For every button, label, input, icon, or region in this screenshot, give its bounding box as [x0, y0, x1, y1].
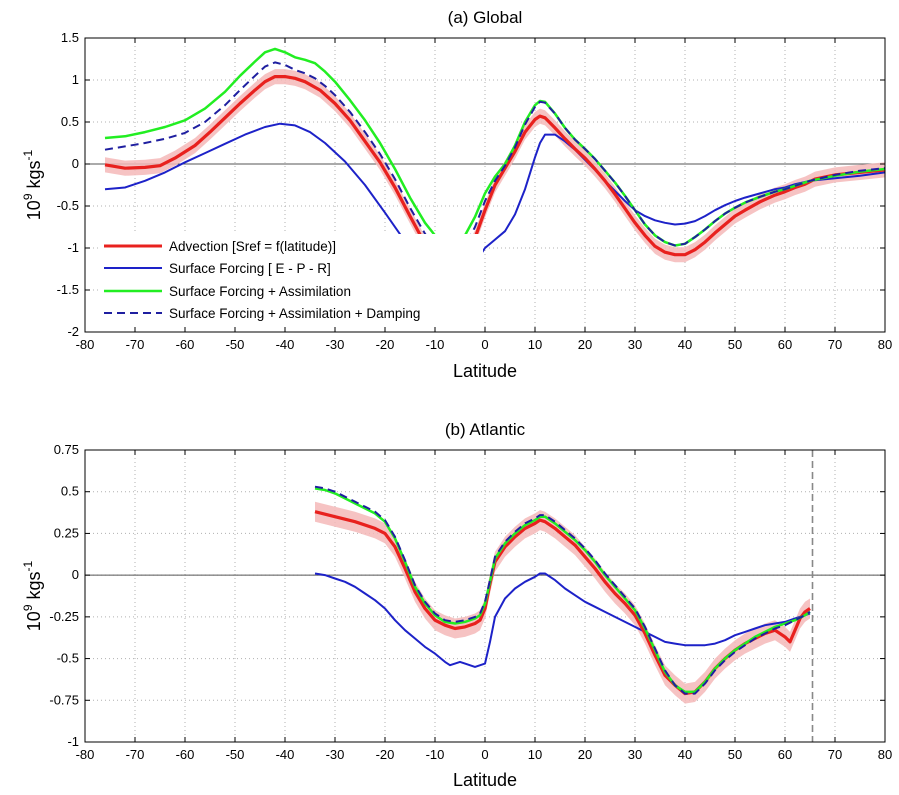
x-tick-label: -60 [176, 337, 195, 352]
x-tick-label: -10 [426, 747, 445, 762]
x-tick-label: 40 [678, 337, 692, 352]
series-advection-band [315, 501, 810, 704]
y-label-base: 10 [24, 200, 44, 220]
y-tick-label: 0.5 [61, 484, 79, 499]
y-tick-label: -0.75 [49, 692, 79, 707]
x-tick-label: 20 [578, 747, 592, 762]
y-label-exp: 9 [21, 193, 35, 200]
x-tick-label: 40 [678, 747, 692, 762]
x-tick-label: -10 [426, 337, 445, 352]
x-tick-label: -50 [226, 337, 245, 352]
x-tick-label: -40 [276, 337, 295, 352]
x-tick-label: 50 [728, 747, 742, 762]
x-tick-label: 10 [528, 337, 542, 352]
tick-labels: -80 -70 -60 -50 -40 -30 -20 -10 0 10 20 30 40 50 60 70 8… [49, 442, 892, 762]
y-label-unit: kgs [24, 160, 44, 193]
y-tick-label: -1 [67, 240, 79, 255]
y-tick-label: 0.75 [54, 442, 79, 457]
series-line-surface [104, 122, 886, 286]
y-label-unit-exp: -1 [21, 149, 35, 160]
y-label-exp: 9 [21, 604, 35, 611]
x-tick-label: -20 [376, 337, 395, 352]
x-tick-label: -40 [276, 747, 295, 762]
series-layer [104, 47, 886, 286]
tick-labels: -80 -70 -60 -50 -40 -30 -20 -10 0 10 20 30 40 50 60 70 8… [57, 30, 893, 352]
x-tick-label: 20 [578, 337, 592, 352]
y-tick-label: -0.5 [57, 651, 79, 666]
series-layer [314, 485, 811, 704]
x-tick-label: -20 [376, 747, 395, 762]
series-line-advection [104, 75, 886, 271]
x-tick-label: 50 [728, 337, 742, 352]
x-tick-label: 80 [878, 747, 892, 762]
x-tick-label: 10 [528, 747, 542, 762]
x-tick-label: -70 [126, 337, 145, 352]
x-tick-label: -70 [126, 747, 145, 762]
panel-title: (a) Global [448, 8, 523, 27]
y-tick-label: 1 [72, 72, 79, 87]
y-tick-label: -2 [67, 324, 79, 339]
y-tick-label: -0.25 [49, 609, 79, 624]
series-line-damping [104, 61, 886, 260]
y-tick-label: -0.5 [57, 198, 79, 213]
y-label-unit-exp: -1 [21, 560, 35, 571]
series-line-surface [314, 572, 811, 668]
x-axis-label: Latitude [453, 361, 517, 381]
zero-line-layer [85, 450, 885, 742]
y-tick-label: -1 [67, 734, 79, 749]
x-tick-label: 60 [778, 747, 792, 762]
legend-label-advection: Advection [Sref = f(latitude)] [169, 239, 336, 254]
legend-label-surface: Surface Forcing [ E - P - R] [169, 261, 331, 276]
series-line-damping [314, 485, 811, 695]
legend-label-damping: Surface Forcing + Assimilation + Damping [169, 306, 420, 321]
legend-box [98, 234, 483, 327]
x-tick-label: 30 [628, 337, 642, 352]
y-tick-label: 0.5 [61, 114, 79, 129]
x-tick-label: -80 [76, 747, 95, 762]
x-tick-label: 0 [481, 337, 488, 352]
y-tick-label: 0 [72, 156, 79, 171]
y-tick-label: 0.25 [54, 525, 79, 540]
y-tick-label: 1.5 [61, 30, 79, 45]
panel-title: (b) Atlantic [445, 420, 526, 439]
x-tick-label: -30 [326, 747, 345, 762]
panel-atlantic: (b) Atlantic -80 -70 -60 -50 -40 -30 -20 -10 0 10… [21, 420, 892, 790]
x-tick-label: 0 [481, 747, 488, 762]
y-tick-label: -1.5 [57, 282, 79, 297]
legend: Advection [Sref = f(latitude)] Surface F… [98, 234, 483, 327]
panel-global: (a) Global -80 -70 -60 -50 -40 -30 -20 -10 0 10 20… [21, 8, 892, 381]
y-tick-label: 0 [72, 567, 79, 582]
x-tick-label: 80 [878, 337, 892, 352]
x-tick-label: -30 [326, 337, 345, 352]
legend-label-assimilation: Surface Forcing + Assimilation [169, 284, 351, 299]
x-tick-label: -50 [226, 747, 245, 762]
x-tick-label: -60 [176, 747, 195, 762]
x-tick-label: 30 [628, 747, 642, 762]
x-tick-label: 70 [828, 747, 842, 762]
x-tick-label: 60 [778, 337, 792, 352]
x-tick-label: -80 [76, 337, 95, 352]
y-axis-label: 109 kgs-1 [21, 149, 44, 220]
y-label-unit: kgs [24, 571, 44, 604]
y-axis-label: 109 kgs-1 [21, 560, 44, 631]
x-tick-label: 70 [828, 337, 842, 352]
x-axis-label: Latitude [453, 770, 517, 790]
y-label-base: 10 [24, 611, 44, 631]
